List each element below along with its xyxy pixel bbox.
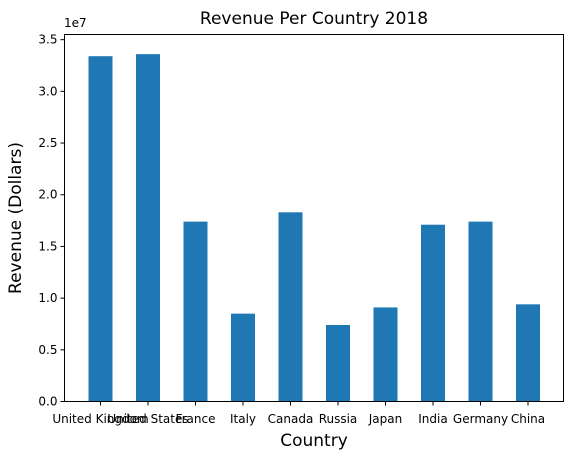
x-tick-label: United States	[107, 412, 188, 426]
y-tick-label: 2.0	[38, 188, 57, 202]
y-tick-label: 0.0	[38, 395, 57, 409]
bar	[231, 313, 255, 402]
x-tick-label: China	[511, 412, 545, 426]
plot-area-frame	[64, 34, 564, 402]
x-tick-label: Germany	[453, 412, 508, 426]
y-axis-label: Revenue (Dollars)	[6, 142, 26, 294]
y-axis-ticks: 0.0 0.5 1.0 1.5 2.0 2.5 3.0 3.5	[38, 33, 65, 409]
bar	[326, 324, 350, 402]
x-tick-label: Canada	[268, 412, 314, 426]
y-scale-offset-label: 1e7	[64, 16, 87, 30]
x-tick-label: Japan	[368, 412, 402, 426]
x-tick-label: Italy	[230, 412, 256, 426]
y-tick-label: 0.5	[38, 343, 57, 357]
chart-title: Revenue Per Country 2018	[200, 9, 428, 29]
bar	[136, 54, 160, 402]
bar	[183, 221, 208, 402]
x-tick-label: India	[418, 412, 447, 426]
bar	[88, 56, 113, 402]
bars-group	[88, 54, 540, 402]
x-tick-label: Russia	[319, 412, 358, 426]
bar	[373, 307, 398, 402]
x-tick-label: France	[176, 412, 216, 426]
y-tick-label: 2.5	[38, 136, 57, 150]
bar	[421, 224, 445, 402]
y-tick-label: 1.0	[38, 291, 57, 305]
bar	[278, 212, 303, 402]
bar	[468, 221, 493, 402]
x-tick-label: United Kingdom	[52, 412, 148, 426]
y-tick-label: 1.5	[38, 239, 57, 253]
y-tick-label: 3.5	[38, 33, 57, 47]
x-axis-label: Country	[280, 431, 348, 451]
y-tick-label: 3.0	[38, 84, 57, 98]
bar	[516, 304, 540, 402]
